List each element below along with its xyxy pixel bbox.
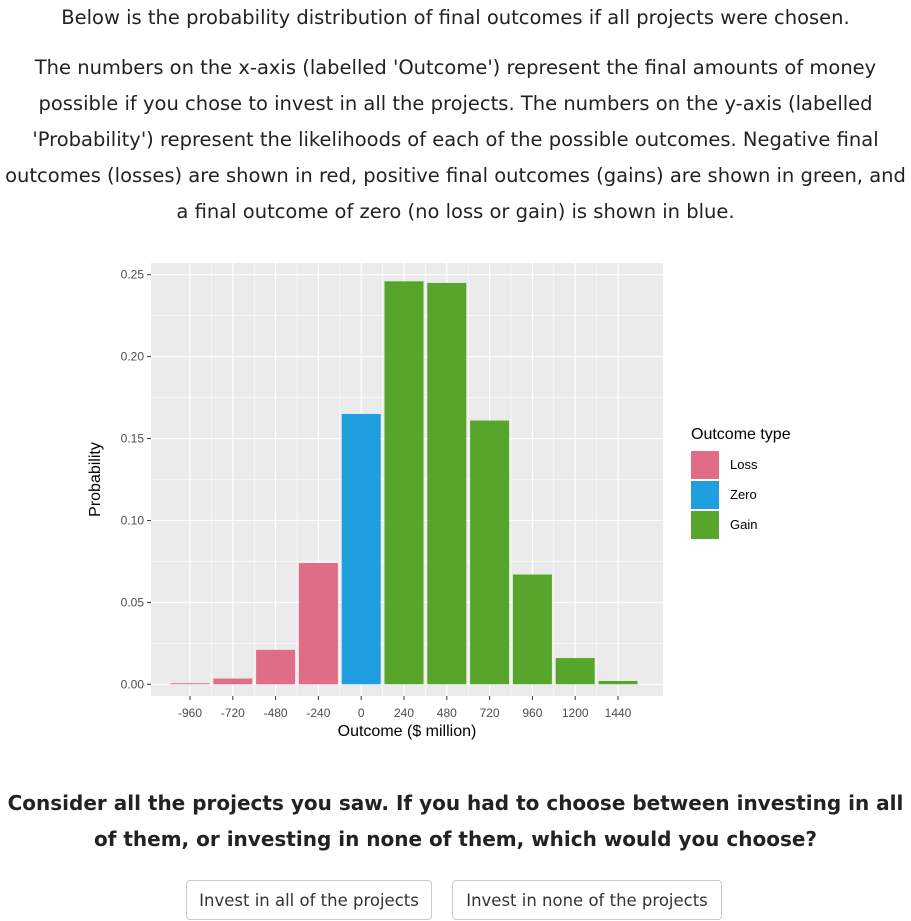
y-tick-label: 0.20	[121, 350, 145, 364]
x-tick-label: -480	[264, 706, 288, 720]
y-tick-label: 0.25	[121, 268, 145, 282]
legend-title: Outcome type	[691, 426, 791, 443]
x-tick-label: 1440	[605, 706, 632, 720]
y-tick-label: 0.05	[121, 595, 145, 609]
bar-loss	[256, 649, 296, 685]
x-tick-label: -960	[178, 706, 202, 720]
question-text: Consider all the projects you saw. If yo…	[7, 791, 904, 851]
y-tick-label: 0.15	[121, 432, 145, 446]
bar-loss	[170, 683, 210, 685]
y-tick-label: 0.10	[121, 513, 145, 527]
legend-label-loss: Loss	[730, 457, 758, 472]
bar-loss	[213, 678, 253, 685]
x-tick-label: -720	[221, 706, 245, 720]
invest-all-button[interactable]: Invest in all of the projects	[186, 880, 432, 920]
legend-label-zero: Zero	[730, 487, 757, 502]
bar-loss	[298, 563, 338, 685]
x-tick-label: 0	[358, 706, 365, 720]
bar-gain	[555, 658, 595, 685]
x-tick-label: 240	[394, 706, 414, 720]
x-tick-label: 1200	[562, 706, 589, 720]
bar-gain	[512, 574, 552, 685]
x-tick-label: -240	[306, 706, 330, 720]
bar-gain	[470, 420, 510, 685]
legend-label-gain: Gain	[730, 517, 757, 532]
x-tick-label: 960	[522, 706, 542, 720]
bar-gain	[384, 281, 424, 685]
y-tick-label: 0.00	[121, 677, 145, 691]
x-tick-label: 720	[480, 706, 500, 720]
bar-gain	[427, 282, 467, 685]
chart-svg: 0.00 0.05 0.10 0.15 0.20 0.25 -960 -720 -480 -240…	[87, 263, 791, 740]
y-axis-title: Probability	[87, 442, 104, 517]
legend-key-zero	[691, 481, 719, 509]
probability-chart: 0.00 0.05 0.10 0.15 0.20 0.25 -960 -720 -480 -240…	[75, 255, 845, 755]
intro-text: Below is the probability distribution of…	[61, 6, 850, 29]
description-text: The numbers on the x-axis (labelled 'Out…	[5, 56, 906, 223]
bar-zero	[341, 413, 381, 685]
x-axis-title: Outcome ($ million)	[338, 723, 477, 740]
invest-none-button[interactable]: Invest in none of the projects	[452, 880, 722, 920]
legend-key-gain	[691, 511, 719, 539]
x-tick-label: 480	[437, 706, 457, 720]
legend-key-loss	[691, 451, 719, 479]
bar-gain	[598, 680, 638, 685]
